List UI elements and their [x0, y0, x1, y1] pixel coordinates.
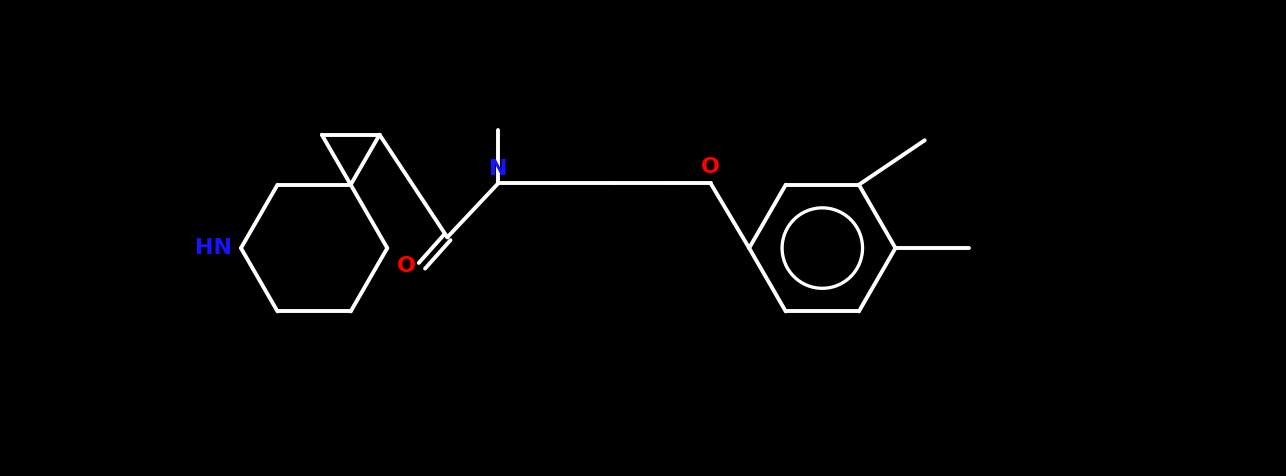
- Text: O: O: [701, 157, 720, 177]
- Text: N: N: [489, 159, 508, 179]
- Text: O: O: [397, 256, 415, 276]
- Text: HN: HN: [194, 238, 231, 258]
